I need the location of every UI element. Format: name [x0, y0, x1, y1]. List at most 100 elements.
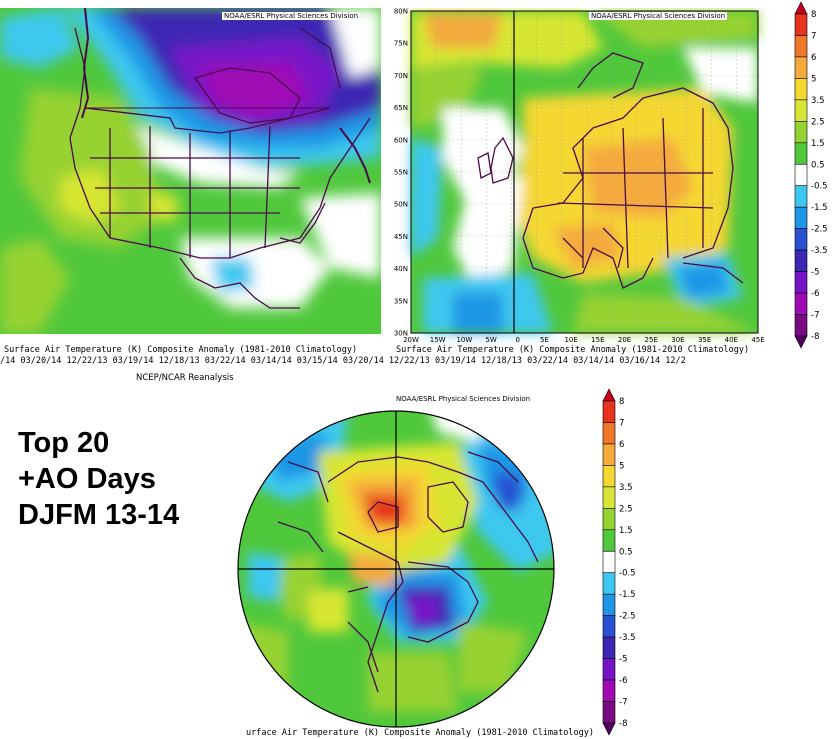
top-colorbar-label: 6 [811, 53, 816, 63]
latitude-tick: 50N [394, 201, 408, 209]
bottom-colorbar-label: -8 [619, 719, 627, 729]
top-colorbar-label: -5 [811, 268, 819, 278]
bottom-colorbar-label: -3.5 [619, 633, 636, 643]
bottom-colorbar-swatch-12 [602, 636, 616, 659]
longitude-tick: 20E [618, 336, 631, 344]
latitude-tick: 65N [394, 104, 408, 112]
top-colorbar-label: -1.5 [811, 203, 828, 213]
top-colorbar-label: -3.5 [811, 246, 828, 256]
bottom-colorbar-label: 7 [619, 418, 624, 428]
top-colorbar-label: 8 [811, 10, 816, 20]
top-colorbar-swatch-10 [794, 206, 808, 229]
bottom-colorbar-swatch-6 [602, 508, 616, 531]
top-colorbar-swatch-16 [794, 335, 808, 349]
top-colorbar-swatch-3 [794, 56, 808, 79]
longitude-tick: 40E [725, 336, 738, 344]
top-colorbar-label: -8 [811, 332, 819, 342]
top-colorbar-label: 2.5 [811, 117, 825, 127]
bottom-colorbar-swatch-2 [602, 422, 616, 445]
top-colorbar-swatch-9 [794, 185, 808, 208]
bottom-colorbar-swatch-5 [602, 486, 616, 509]
longitude-tick: 10W [456, 336, 472, 344]
europe-anomaly-map: 80N 75N 70N 65N 60N 55N 50N 45N 40N 35N 30N 20W 15W… [383, 8, 773, 348]
longitude-tick: 20W [403, 336, 419, 344]
top-colorbar-swatch-0 [794, 1, 808, 15]
longitude-tick-labels: 20W 15W 10W 5W 0 5E 10E 15E 20E 25E 30E 35E 40E 45E [403, 336, 765, 344]
bottom-caption: urface Air Temperature (K) Composite Ano… [246, 728, 594, 738]
latitude-tick: 55N [394, 169, 408, 177]
bottom-colorbar-label: -2.5 [619, 612, 636, 622]
bottom-colorbar-label: -0.5 [619, 569, 636, 579]
latitude-tick: 35N [394, 297, 408, 305]
bottom-colorbar-swatch-13 [602, 658, 616, 681]
bottom-colorbar-swatch-7 [602, 529, 616, 552]
top-colorbar-swatch-12 [794, 249, 808, 272]
bottom-colorbar-label: -1.5 [619, 590, 636, 600]
latitude-tick-labels: 80N 75N 70N 65N 60N 55N 50N 45N 40N 35N 30N [394, 8, 408, 338]
reanalysis-label: NCEP/NCAR Reanalysis [136, 373, 234, 383]
bottom-colorbar-swatch-15 [602, 701, 616, 724]
bottom-colorbar-label: 6 [619, 440, 624, 450]
longitude-tick: 35E [698, 336, 711, 344]
composite-dates: /14 03/20/14 12/22/13 03/19/14 12/18/13 … [0, 356, 686, 366]
polar-anomaly-map: NOAA/ESRL Physical Sciences Division [228, 392, 568, 730]
bottom-credit: NOAA/ESRL Physical Sciences Division [394, 395, 533, 403]
top-colorbar-swatch-4 [794, 78, 808, 101]
bottom-colorbar-label: -5 [619, 655, 627, 665]
top-colorbar-label: 3.5 [811, 96, 825, 106]
longitude-tick: 45E [751, 336, 764, 344]
top-colorbar: 8 7 6 5 3.5 2.5 1.5 0.5 -0.5 -1.5 -2.5 -3.5 -5 -6 -7 -8 [787, 0, 835, 352]
bottom-colorbar-label: 1.5 [619, 526, 633, 536]
top-colorbar-swatch-2 [794, 35, 808, 58]
top-colorbar-label: 0.5 [811, 160, 825, 170]
latitude-tick: 75N [394, 40, 408, 48]
bottom-colorbar-label: 2.5 [619, 504, 633, 514]
top-colorbar-swatch-7 [794, 142, 808, 165]
top-colorbar-label: -7 [811, 311, 819, 321]
top-left-credit: NOAA/ESRL Physical Sciences Division [222, 12, 361, 20]
top-colorbar-swatch-8 [794, 163, 808, 187]
top-colorbar-swatch-1 [794, 13, 808, 36]
latitude-tick: 45N [394, 233, 408, 241]
bottom-colorbar-label: 8 [619, 397, 624, 407]
top-colorbar-swatch-6 [794, 121, 808, 144]
bottom-colorbar-swatch-8 [602, 550, 616, 574]
bottom-colorbar-swatch-11 [602, 615, 616, 638]
bottom-colorbar-label: 0.5 [619, 547, 633, 557]
title-line-1: Top 20 [18, 427, 110, 459]
latitude-tick: 70N [394, 72, 408, 80]
top-colorbar-swatch-11 [794, 228, 808, 251]
top-colorbar-swatch-14 [794, 292, 808, 315]
top-colorbar-label: -6 [811, 289, 819, 299]
longitude-tick: 5W [485, 336, 496, 344]
top-left-caption: Surface Air Temperature (K) Composite An… [4, 345, 358, 355]
north-america-anomaly-map: NOAA/ESRL Physical Sciences Division [0, 8, 381, 334]
bottom-colorbar-swatch-9 [602, 572, 616, 595]
bottom-colorbar-swatch-16 [602, 722, 616, 736]
latitude-tick: 60N [394, 136, 408, 144]
top-colorbar-swatch-15 [794, 314, 808, 337]
top-right-caption: Surface Air Temperature (K) Composite An… [396, 345, 750, 355]
top-colorbar-label: -2.5 [811, 225, 828, 235]
top-colorbar-label: 7 [811, 31, 816, 41]
top-right-credit: NOAA/ESRL Physical Sciences Division [589, 12, 728, 20]
longitude-tick: 30E [671, 336, 684, 344]
longitude-tick: 0 [516, 336, 520, 344]
bottom-colorbar-label: 5 [619, 461, 624, 471]
top-colorbar-label: 1.5 [811, 139, 825, 149]
top-colorbar-swatch-13 [794, 271, 808, 294]
top-colorbar-label: -0.5 [811, 182, 828, 192]
longitude-tick: 10E [564, 336, 577, 344]
top-colorbar-swatch-5 [794, 99, 808, 122]
longitude-tick: 15E [591, 336, 604, 344]
composite-title: Top 20 +AO Days DJFM 13-14 [18, 425, 179, 533]
bottom-colorbar-swatch-3 [602, 443, 616, 466]
latitude-tick: 30N [394, 330, 408, 338]
latitude-tick: 80N [394, 8, 408, 16]
longitude-tick: 25E [645, 336, 658, 344]
title-line-2: +AO Days [18, 463, 156, 495]
bottom-colorbar-swatch-1 [602, 400, 616, 423]
bottom-colorbar-label: 3.5 [619, 483, 633, 493]
longitude-tick: 5E [540, 336, 549, 344]
title-line-3: DJFM 13-14 [18, 499, 180, 531]
